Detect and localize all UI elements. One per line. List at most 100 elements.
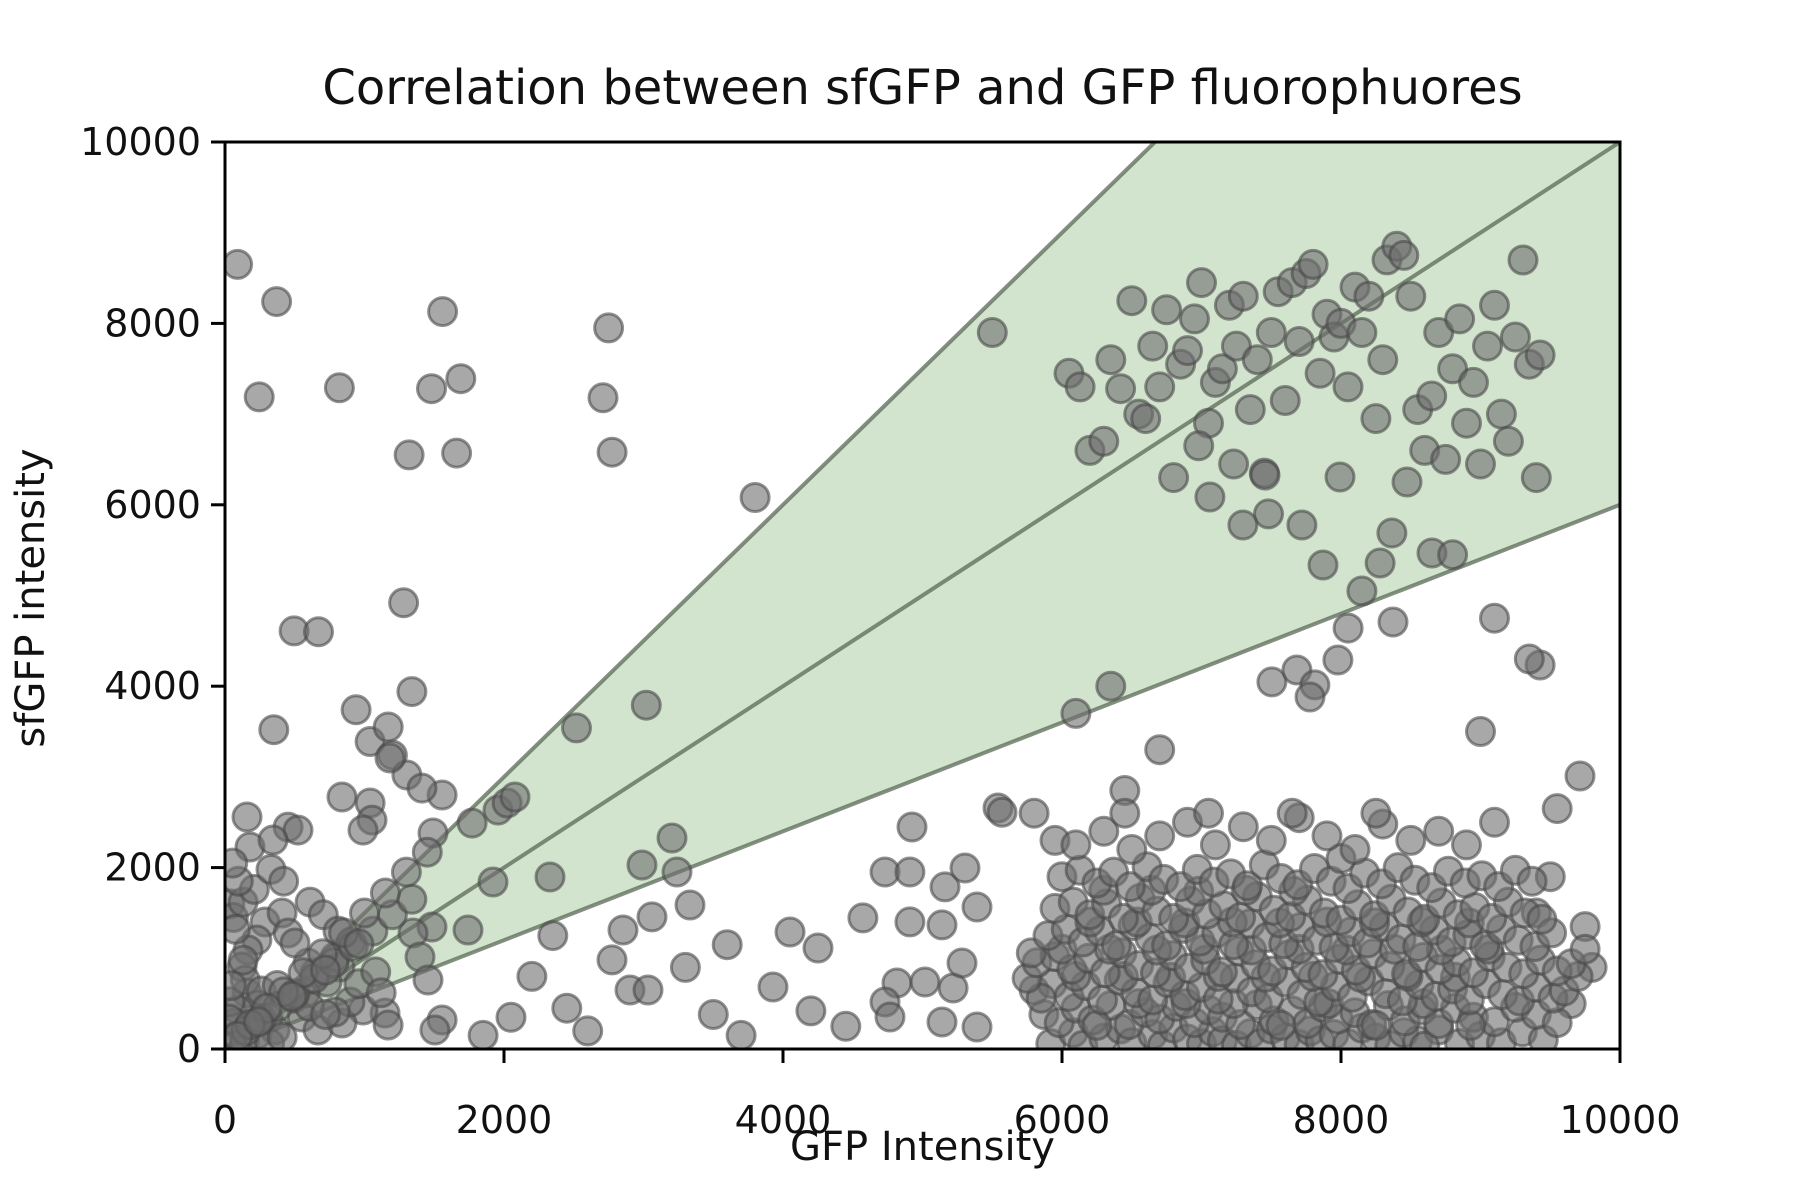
scatter-point [1114,871,1146,903]
scatter-point [1144,734,1176,766]
scatter-point [369,877,401,909]
scatter-point [632,974,664,1006]
scatter-point [516,960,548,992]
scatter-point [1256,666,1288,698]
agreement-band [225,142,1620,1049]
scatter-point [1109,797,1141,829]
y-tick-label: 8000 [104,301,201,345]
scatter-point [607,914,639,946]
scatter-point [225,913,251,945]
scatter-point [1465,448,1496,480]
scatter-point [1507,244,1539,276]
scatter-point [257,824,289,856]
scatter-point [1255,824,1287,856]
scatter-point [1360,1009,1392,1041]
scatter-point [1492,425,1524,457]
scatter-point [1364,547,1396,579]
scatter-point [1064,371,1096,403]
scatter-point [1286,509,1318,541]
scatter-point [1130,403,1162,435]
scatter-point [1297,248,1329,280]
y-tick-label: 6000 [104,483,201,527]
scatter-point [802,932,834,964]
scatter-point [1265,1009,1297,1041]
scatter-point [411,836,443,868]
scatter-point [830,1010,862,1042]
scatter-point [231,801,263,833]
scatter-point [1241,344,1273,376]
scatter-point [225,847,249,879]
scatter-point [1472,330,1503,362]
scatter-point [894,856,926,888]
scatter-point [309,999,341,1030]
scatter-point [243,381,275,413]
scatter-point [396,676,428,708]
band-lower-line [225,502,1620,1049]
scatter-point [561,712,592,744]
scatter-point [1479,289,1510,321]
scatter-point [1095,344,1127,376]
scatter-point [225,970,247,1001]
scatter-point [1485,398,1517,430]
scatter-point [630,689,662,721]
scatter-point [774,916,806,948]
scatter-point [847,902,879,934]
scatter-point [596,944,628,976]
scatter-point [477,866,509,898]
scatter-point [929,871,961,903]
scatter-point [416,373,447,405]
x-tick-label: 6000 [1014,1098,1111,1142]
scatter-point [1144,371,1176,403]
scatter-point [656,822,688,854]
scatter-point [1437,539,1469,571]
scatter-point [1423,815,1455,847]
scatter-point [926,909,958,941]
scatter-point [725,1019,757,1049]
scatter-point [388,587,420,619]
scatter-point [1353,280,1385,312]
x-tick-label: 2000 [456,1098,553,1142]
scatter-point [1367,344,1399,376]
scatter-point [1137,330,1169,362]
scatter-point [1179,303,1210,335]
scatter-point [365,977,397,1009]
scatter-point [1269,385,1301,416]
x-tick-label: 8000 [1293,1098,1390,1142]
scatter-points [225,230,1608,1049]
scatter-point [1255,317,1287,348]
y-tick-label: 0 [177,1027,201,1071]
scatter-point [1107,902,1139,934]
scatter-point [795,995,827,1027]
scatter-point [1193,797,1224,829]
scatter-point [1346,575,1378,607]
scatter-point [347,814,379,846]
scatter-point [276,980,308,1012]
scatter-point [739,482,771,513]
scatter-point [1360,403,1392,435]
scatter-point [340,694,372,726]
scatter-point [225,248,254,280]
scatter-point [343,928,375,960]
scatter-point [1206,956,1238,988]
x-tick-label: 4000 [735,1098,832,1142]
scatter-point [1376,517,1408,549]
scatter-point [467,1019,499,1049]
scatter-point [1206,353,1238,385]
scatter-point [1360,797,1392,829]
scatter-point [452,914,484,946]
scatter-point [1520,462,1552,494]
scatter-point [711,929,743,961]
scatter-point [1332,612,1364,644]
scatter-point [1060,829,1092,861]
scatter-point [1172,335,1203,367]
scatter-point [427,296,459,328]
scatter-point [1227,280,1259,312]
scatter-point [1276,797,1308,829]
scatter-point [326,781,358,813]
scatter-point [1395,824,1427,856]
scatter-point [374,742,406,774]
scatter-point [268,865,300,897]
scatter-point [1332,371,1364,403]
